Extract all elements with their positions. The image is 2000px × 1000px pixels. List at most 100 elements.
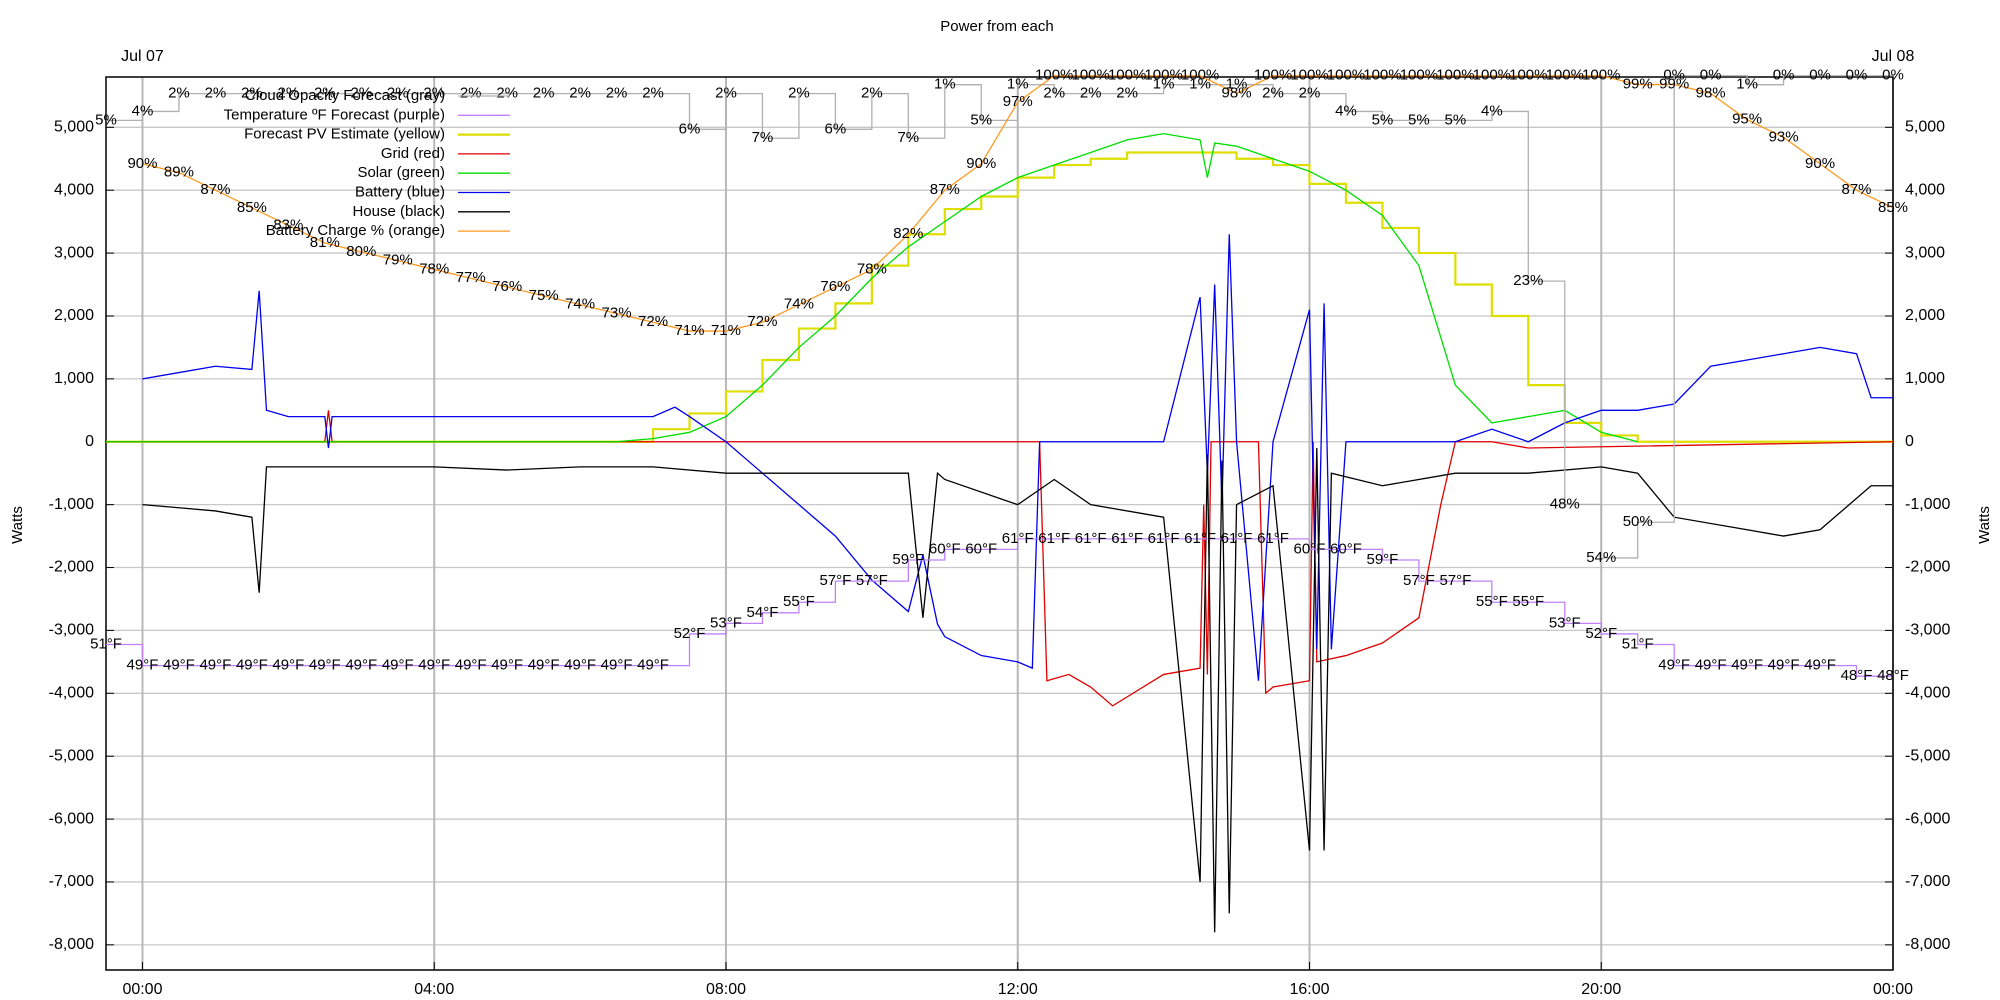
data-label: 2% (788, 85, 810, 102)
data-label: 57°F (856, 572, 888, 589)
data-label: 2% (1080, 85, 1102, 102)
data-label: 61°F (1002, 530, 1034, 547)
data-label: 100% (1582, 67, 1620, 84)
data-label: 52°F (674, 625, 706, 642)
data-label: 49°F (236, 657, 268, 674)
y-tick-label: -7,000 (49, 873, 94, 890)
data-label: 49°F (1768, 657, 1800, 674)
data-label: 100% (1181, 67, 1219, 84)
data-label: 61°F (1257, 530, 1289, 547)
data-label: 0% (1809, 67, 1831, 84)
data-label: 60°F (965, 540, 997, 557)
data-label: 55°F (1476, 593, 1508, 610)
data-label: 49°F (455, 657, 487, 674)
data-label: 49°F (418, 657, 450, 674)
y-tick-label: 1,000 (54, 370, 94, 387)
series-line (106, 75, 1893, 559)
data-label: 61°F (1221, 530, 1253, 547)
data-label: 80% (346, 243, 376, 260)
data-label: 53°F (1549, 614, 1581, 631)
y2-axis-label: Watts (1976, 506, 1993, 544)
data-label: 48°F (1877, 667, 1909, 684)
data-label: 0% (1773, 67, 1795, 84)
data-label: 7% (752, 129, 774, 146)
data-label: 77% (456, 269, 486, 286)
data-label: 52°F (1585, 625, 1617, 642)
data-label: 1% (1226, 76, 1248, 93)
legend-label: Forecast PV Estimate (yellow) (244, 126, 445, 143)
data-label: 72% (747, 313, 777, 330)
data-label: 50% (1623, 513, 1653, 530)
series-line (106, 410, 1894, 707)
data-label: 2% (460, 85, 482, 102)
data-label: 61°F (1038, 530, 1070, 547)
data-label: 85% (1878, 199, 1908, 216)
series-line (106, 132, 1638, 443)
plot-frame (105, 76, 1894, 971)
data-label: 76% (492, 278, 522, 295)
data-label: 5% (95, 111, 117, 128)
data-label: 1% (1736, 76, 1758, 93)
data-label: 57°F (819, 572, 851, 589)
data-label: 100% (1071, 67, 1109, 84)
data-label: 90% (1805, 155, 1835, 172)
data-label: 2% (205, 85, 227, 102)
data-label: 2% (1043, 85, 1065, 102)
x-tick-label: 00:00 (122, 981, 162, 998)
data-label: 90% (127, 155, 157, 172)
legend-label: Battery (blue) (355, 183, 445, 200)
data-label: 1% (1189, 76, 1211, 93)
data-label: 60°F (929, 540, 961, 557)
chart-title: Power from each (940, 18, 1053, 35)
data-label: 4% (1335, 102, 1357, 119)
data-label: 49°F (491, 657, 523, 674)
data-label: 5% (1372, 111, 1394, 128)
data-label: 2% (715, 85, 737, 102)
data-label: 2% (1299, 85, 1321, 102)
data-label: 2% (278, 85, 300, 102)
series-line (106, 151, 1893, 443)
data-label: 75% (529, 287, 559, 304)
data-label: 54°F (747, 604, 779, 621)
data-label: 99% (1659, 76, 1689, 93)
data-label: 2% (606, 85, 628, 102)
data-label: 49°F (309, 657, 341, 674)
data-label: 7% (897, 129, 919, 146)
data-label: 100% (1473, 67, 1511, 84)
data-label: 61°F (1148, 530, 1180, 547)
data-label: 49°F (1804, 657, 1836, 674)
date-label: Jul 08 (1872, 48, 1915, 65)
data-label: 49°F (1731, 657, 1763, 674)
data-label: 2% (168, 85, 190, 102)
data-label: 100% (1436, 67, 1474, 84)
data-label: 100% (1400, 67, 1438, 84)
data-label: 23% (1513, 272, 1543, 289)
legend-label: Battery Charge % (orange) (266, 222, 445, 239)
data-label: 98% (1696, 84, 1726, 101)
data-label: 100% (1108, 67, 1146, 84)
data-label: 59°F (892, 551, 924, 568)
data-label: 49°F (528, 657, 560, 674)
y-tick-label: -3,000 (49, 622, 94, 639)
data-label: 78% (857, 260, 887, 277)
data-label: 2% (387, 85, 409, 102)
y2-tick-label: 5,000 (1905, 119, 1945, 136)
data-label: 0% (1700, 67, 1722, 84)
y-tick-label: 5,000 (54, 119, 94, 136)
y2-tick-label: -6,000 (1905, 810, 1950, 827)
data-label: 6% (679, 120, 701, 137)
data-label: 2% (423, 85, 445, 102)
x-tick-label: 00:00 (1873, 981, 1913, 998)
data-label: 49°F (1695, 657, 1727, 674)
data-label: 4% (132, 102, 154, 119)
data-label: 100% (1144, 67, 1182, 84)
data-label: 100% (1290, 67, 1328, 84)
data-label: 59°F (1366, 551, 1398, 568)
data-label: 0% (1846, 67, 1868, 84)
data-label: 51°F (90, 635, 122, 652)
data-label: 48% (1550, 495, 1580, 512)
y2-tick-label: -1,000 (1905, 496, 1950, 513)
